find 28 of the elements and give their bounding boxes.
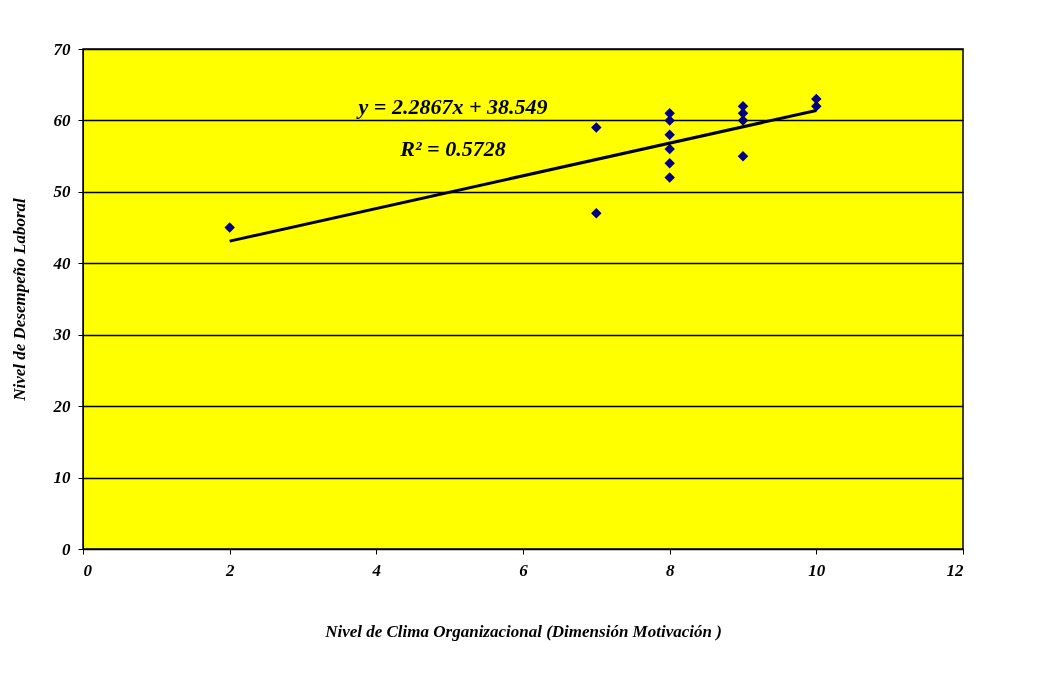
annotation: y = 2.2867x + 38.549 <box>355 94 548 119</box>
y-tick-label: 50 <box>53 182 71 202</box>
point <box>664 129 675 140</box>
y-axis-title: Nivel de Desempeño Laboral <box>9 197 29 402</box>
y-tick-label: 10 <box>53 468 71 488</box>
x-tick-label: 4 <box>371 560 382 580</box>
x-tick-label: 6 <box>519 560 529 580</box>
point <box>591 122 602 133</box>
point <box>591 208 602 219</box>
y-tick-label: 40 <box>52 253 71 273</box>
y-tick-label: 30 <box>52 325 71 345</box>
point <box>664 115 675 126</box>
x-tick-label: 0 <box>83 560 93 580</box>
y-tick-label: 70 <box>53 39 71 59</box>
y-tick-label: 20 <box>52 396 71 416</box>
x-tick-label: 12 <box>946 560 964 580</box>
y-tick-label: 60 <box>53 110 71 130</box>
point <box>664 172 675 183</box>
x-tick-label: 10 <box>808 560 826 580</box>
point <box>224 222 235 233</box>
point <box>737 150 749 162</box>
point <box>737 115 749 126</box>
point <box>664 158 675 169</box>
x-tick-label: 2 <box>224 560 235 580</box>
x-tick-label: 8 <box>665 560 675 580</box>
x-axis-title: Nivel de Clima Organizacional (Dimensión Motivación ) <box>324 621 722 641</box>
y-tick-label: 0 <box>62 539 71 559</box>
annotation: R² = 0.5728 <box>399 136 506 161</box>
